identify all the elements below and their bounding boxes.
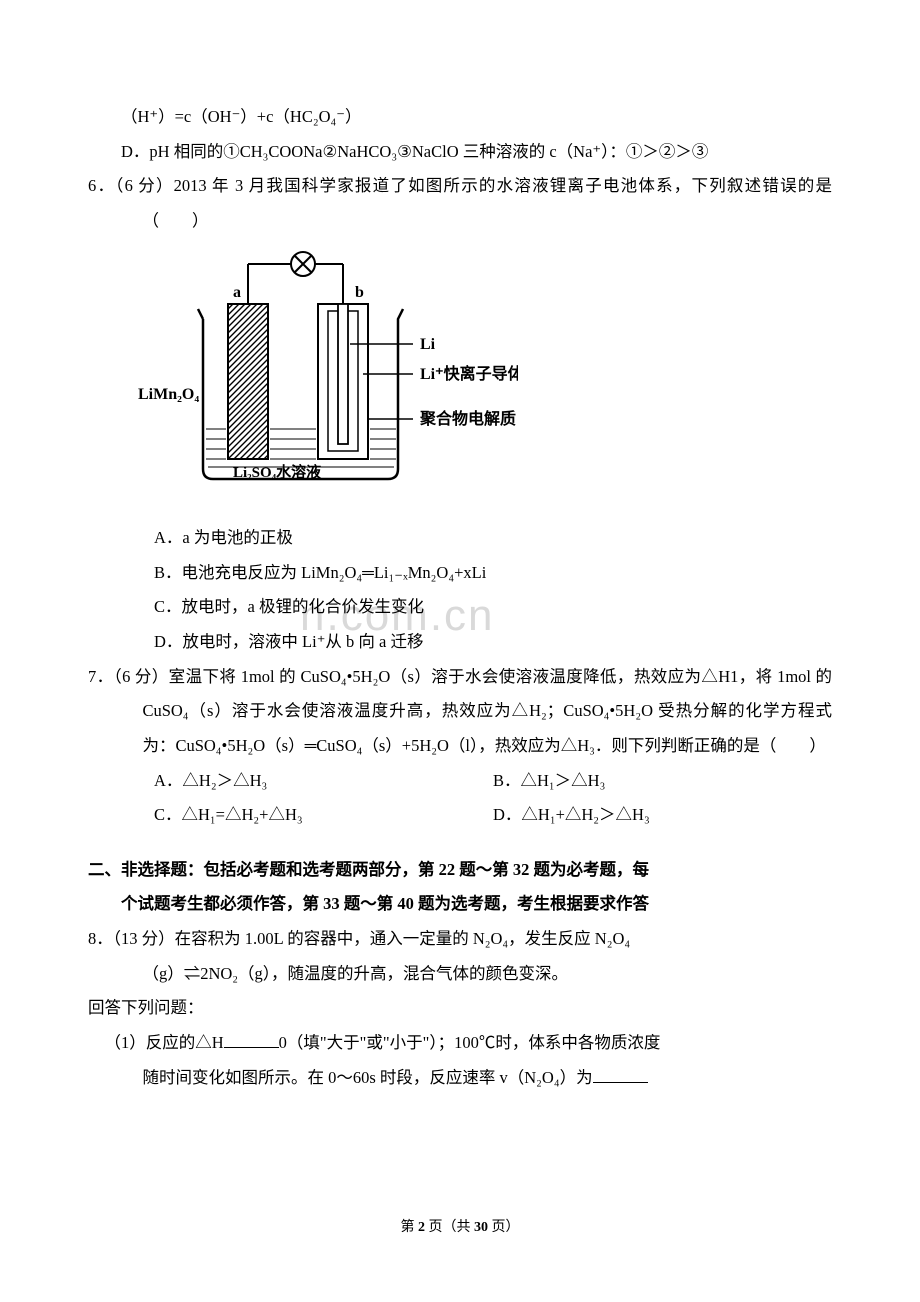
q8-p1-b: 0（填"大于"或"小于"）；100℃时，体系中各物质浓度 <box>279 1033 661 1052</box>
q7-stem: 7．（6 分）室温下将 1mol 的 CuSO₄•5H₂O（s）溶于水会使溶液温… <box>88 660 832 764</box>
q7-option-b: B．△H₁＞△H₃ <box>493 764 832 799</box>
q7-option-a: A．△H₂＞△H₃ <box>154 764 493 799</box>
pagenum-e: 页） <box>492 1220 520 1235</box>
q5-option-d: D．pH 相同的①CH₃COONa②NaHCO₃③NaClO 三种溶液的 c（N… <box>88 135 832 170</box>
label-polymer: 聚合物电解质 <box>419 409 516 428</box>
label-solution: Li₂SO₄水溶液 <box>233 463 322 481</box>
document-body: （H⁺）=c（OH⁻）+c（HC₂O₄⁻） D．pH 相同的①CH₃COONa②… <box>88 100 832 1095</box>
q8-part1-cont: 随时间变化如图所示。在 0～60s 时段，反应速率 v（N₂O₄）为 <box>88 1061 832 1096</box>
pagenum-a: 第 <box>401 1220 415 1235</box>
q8-stem-line1: 8．（13 分）在容积为 1.00L 的容器中，通入一定量的 N₂O₄，发生反应… <box>88 922 832 957</box>
page-number: 第 2 页（共 30 页） <box>0 1213 920 1242</box>
section2-title-line2: 个试题考生都必须作答，第 33 题～第 40 题为选考题，考生根据要求作答 <box>88 887 832 922</box>
q6-option-b: B．电池充电反应为 LiMn₂O₄═Li₁₋ₓMn₂O₄+xLi <box>88 556 832 591</box>
label-li-conductor: Li⁺快离子导体 <box>420 364 518 383</box>
label-limn2o4: LiMn₂O₄ <box>138 386 199 403</box>
q8-answer-intro: 回答下列问题： <box>88 991 832 1026</box>
q6-option-c: C．放电时，a 极锂的化合价发生变化 <box>88 590 832 625</box>
q8-part1: （1）反应的△H 0（填"大于"或"小于"）；100℃时，体系中各物质浓度 <box>88 1026 832 1061</box>
label-b: b <box>355 284 364 301</box>
q7-option-c: C．△H₁=△H₂+△H₃ <box>154 798 493 833</box>
pagenum-c: 页（共 <box>429 1220 471 1235</box>
label-li: Li <box>420 336 436 353</box>
pagenum-b: 2 <box>418 1220 425 1235</box>
section2-title-line1: 二、非选择题：包括必考题和选考题两部分，第 22 题～第 32 题为必考题，每 <box>88 853 832 888</box>
q7-option-d: D．△H₁+△H₂＞△H₃ <box>493 798 832 833</box>
q5-continuation: （H⁺）=c（OH⁻）+c（HC₂O₄⁻） <box>88 100 832 135</box>
q6-figure: a b <box>88 239 832 522</box>
q6-option-d: D．放电时，溶液中 Li⁺从 b 向 a 迁移 <box>88 625 832 660</box>
q8-p1-c: 随时间变化如图所示。在 0～60s 时段，反应速率 v（N₂O₄）为 <box>142 1068 592 1087</box>
label-a: a <box>233 284 241 301</box>
q8-stem-line2: （g）⇌2NO₂（g），随温度的升高，混合气体的颜色变深。 <box>88 957 832 992</box>
q6-option-a: A．a 为电池的正极 <box>88 521 832 556</box>
q6-stem: 6．（6 分）2013 年 3 月我国科学家报道了如图所示的水溶液锂离子电池体系… <box>88 169 832 238</box>
blank-2 <box>593 1065 648 1083</box>
blank-1 <box>224 1030 279 1048</box>
pagenum-d: 30 <box>474 1220 488 1235</box>
q8-p1-a: （1）反应的△H <box>105 1033 224 1052</box>
